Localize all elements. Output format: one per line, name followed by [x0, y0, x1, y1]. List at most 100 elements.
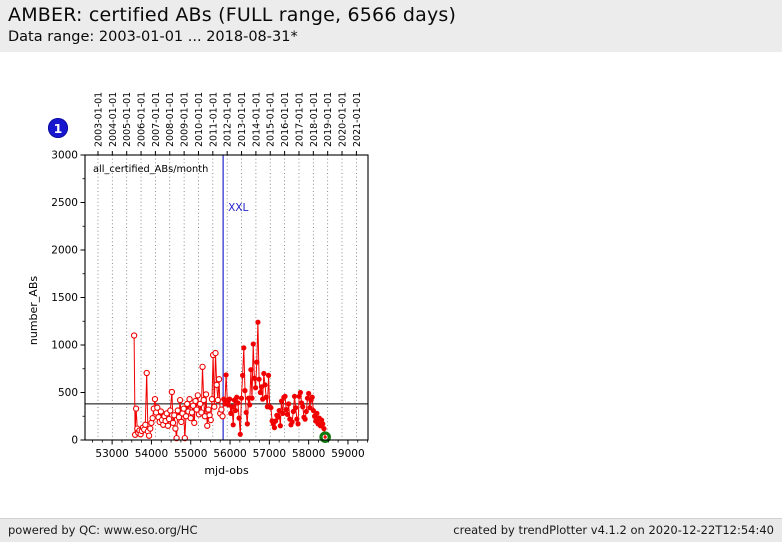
data-point-filled	[255, 319, 261, 325]
data-point-filled	[306, 390, 312, 397]
data-point-open	[154, 404, 161, 411]
data-point-filled	[248, 367, 254, 373]
top-axis-date-label: 2010-01-01	[194, 92, 205, 147]
data-point-open	[189, 402, 197, 409]
data-point-filled	[291, 393, 298, 399]
page-title: AMBER: certified ABs (FULL range, 6566 d…	[8, 4, 457, 26]
x-tick-label: 55000	[174, 448, 207, 460]
data-point-open	[219, 413, 226, 420]
data-point-open	[218, 406, 225, 413]
data-point-open	[143, 369, 150, 377]
y-tick-label: 1500	[51, 292, 78, 304]
last-point-core	[323, 435, 327, 439]
data-point-open	[193, 406, 200, 413]
data-point-filled	[228, 410, 234, 416]
x-tick-label: 56000	[213, 448, 246, 460]
data-point-open	[169, 419, 177, 427]
y-tick-label: 3000	[51, 150, 78, 162]
data-point-filled	[286, 401, 292, 407]
data-point-filled	[307, 405, 313, 411]
data-point-open	[167, 407, 174, 414]
data-point-filled	[256, 376, 262, 382]
data-point-filled	[320, 421, 326, 427]
data-point-filled	[252, 385, 259, 391]
data-point-filled	[290, 408, 296, 415]
data-point-open	[181, 434, 188, 442]
data-point-filled	[273, 418, 279, 424]
top-axis-date-label: 2006-01-01	[137, 92, 148, 147]
top-axis-date-label: 2016-01-01	[280, 92, 291, 147]
data-point-filled	[241, 345, 247, 351]
top-axis-date-label: 2004-01-01	[108, 92, 119, 147]
data-point-filled	[277, 423, 283, 429]
top-axis-date-label: 2011-01-01	[208, 92, 219, 147]
footer-bar: powered by QC: www.eso.org/HC created by…	[0, 518, 782, 542]
data-point-open	[165, 415, 173, 423]
data-point-open	[164, 422, 172, 429]
data-point-open	[147, 425, 154, 432]
data-point-filled	[314, 410, 320, 416]
data-point-filled	[230, 422, 236, 428]
y-tick-label: 500	[58, 387, 78, 399]
data-point-open	[211, 403, 218, 410]
data-point-filled	[234, 394, 240, 400]
data-point-filled	[265, 372, 272, 378]
data-point-open	[198, 409, 205, 416]
series-label: all_certified_ABs/month	[93, 164, 208, 175]
data-point-filled	[251, 375, 258, 381]
data-point-filled	[244, 421, 250, 427]
data-point-filled	[302, 416, 308, 422]
top-axis-date-label: 2015-01-01	[266, 92, 277, 147]
data-point-filled	[254, 359, 260, 365]
data-point-filled	[257, 389, 263, 396]
data-point-filled	[321, 426, 327, 432]
data-point-open	[207, 416, 214, 424]
data-point-filled	[249, 395, 255, 401]
data-point-filled	[295, 421, 301, 427]
data-point-filled	[237, 431, 243, 437]
data-point-open	[130, 332, 138, 339]
data-point-filled	[223, 372, 229, 378]
y-tick-label: 1000	[51, 340, 78, 352]
top-axis-date-label: 2005-01-01	[122, 92, 133, 147]
x-tick-label: 57000	[253, 448, 286, 460]
data-point-open	[187, 414, 194, 422]
data-point-filled	[235, 400, 241, 406]
data-point-filled	[278, 398, 285, 404]
data-point-filled	[232, 407, 239, 414]
data-point-open	[199, 363, 206, 370]
data-point-open	[200, 396, 207, 404]
data-point-filled	[297, 389, 303, 396]
data-point-filled	[227, 396, 233, 402]
plot-border	[84, 154, 369, 441]
data-point-open	[191, 419, 198, 427]
data-point-open	[205, 406, 212, 413]
last-point-marker	[319, 431, 331, 443]
x-tick-label: 54000	[135, 448, 168, 460]
x-tick-label: 53000	[95, 448, 128, 460]
data-point-filled	[247, 402, 253, 408]
data-point-filled	[289, 419, 295, 425]
data-point-filled	[229, 404, 235, 410]
data-point-open	[214, 396, 222, 404]
top-axis-date-label: 2021-01-01	[352, 92, 363, 147]
data-point-filled	[261, 370, 267, 377]
top-axis-date-label: 2003-01-01	[93, 92, 104, 147]
annotation-badge-1[interactable]: 1	[48, 118, 68, 138]
data-point-filled	[268, 405, 274, 411]
data-point-filled	[310, 407, 316, 414]
top-axis-date-label: 2014-01-01	[251, 92, 262, 147]
data-point-filled	[294, 416, 300, 422]
page-subtitle: Data range: 2003-01-01 ... 2018-08-31*	[8, 29, 298, 45]
data-point-filled	[282, 393, 288, 399]
data-point-filled	[262, 382, 268, 388]
y-tick-label: 2500	[51, 197, 78, 209]
data-point-open	[186, 395, 193, 403]
x-tick-label: 59000	[331, 448, 364, 460]
data-point-filled	[238, 395, 245, 401]
data-point-filled	[250, 341, 256, 347]
data-point-filled	[303, 408, 309, 415]
data-point-open	[151, 395, 159, 403]
data-point-open	[132, 405, 140, 412]
